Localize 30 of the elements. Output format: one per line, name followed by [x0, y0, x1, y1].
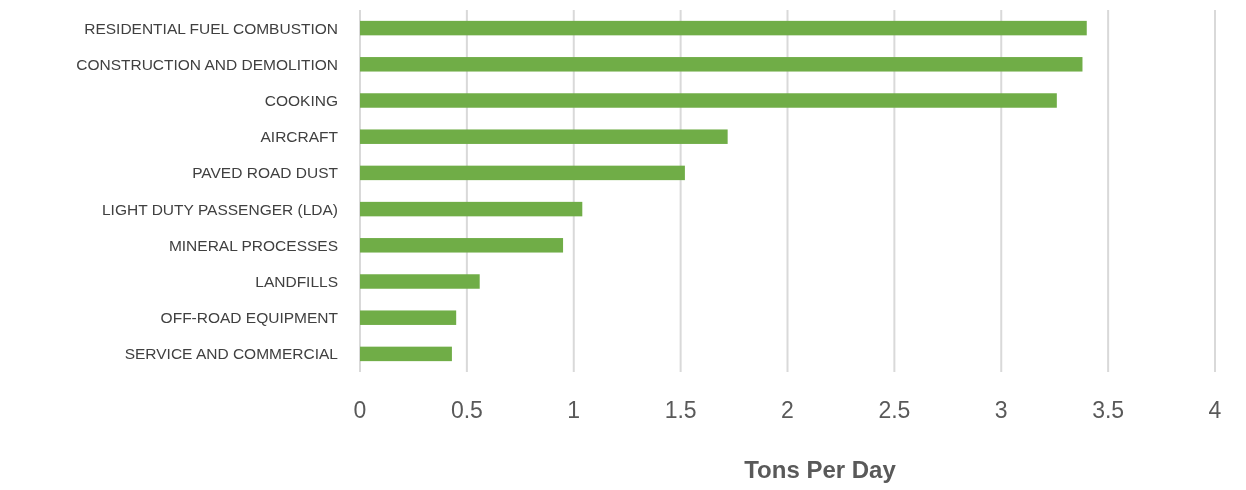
- bar: [360, 346, 452, 362]
- bar: [360, 310, 457, 325]
- y-tick-label: SERVICE AND COMMERCIAL: [124, 345, 339, 363]
- bar: [360, 129, 728, 144]
- y-tick-label: OFF-ROAD EQUIPMENT: [160, 309, 339, 327]
- y-tick-label: MINERAL PROCESSES: [168, 236, 338, 254]
- bar: [360, 20, 1087, 36]
- y-tick-label: CONSTRUCTION AND DEMOLITION: [76, 55, 338, 73]
- x-axis-title: Tons Per Day: [744, 456, 897, 483]
- x-tick-label: 1: [567, 397, 581, 423]
- x-tick-label: 1.5: [664, 397, 697, 423]
- bar: [360, 93, 1057, 108]
- x-tick-label: 3: [994, 397, 1008, 423]
- x-tick-label: 3.5: [1092, 397, 1125, 423]
- bar: [360, 57, 1083, 72]
- y-tick-label: PAVED ROAD DUST: [192, 164, 339, 182]
- bar: [360, 274, 480, 289]
- x-tick-label: 0: [353, 397, 367, 423]
- x-tick-label: 2: [781, 397, 794, 423]
- y-tick-label: LIGHT DUTY PASSENGER (LDA): [102, 200, 338, 218]
- bar: [360, 201, 583, 217]
- bar: [360, 165, 685, 181]
- y-tick-label: AIRCRAFT: [260, 128, 339, 146]
- x-tick-label: 0.5: [450, 397, 483, 423]
- y-tick-label: LANDFILLS: [255, 272, 338, 290]
- y-tick-label: COOKING: [264, 91, 338, 109]
- bar: [360, 238, 564, 253]
- y-tick-label: RESIDENTIAL FUEL COMBUSTION: [84, 19, 338, 37]
- x-tick-label: 4: [1208, 397, 1222, 423]
- x-tick-label: 2.5: [878, 397, 911, 423]
